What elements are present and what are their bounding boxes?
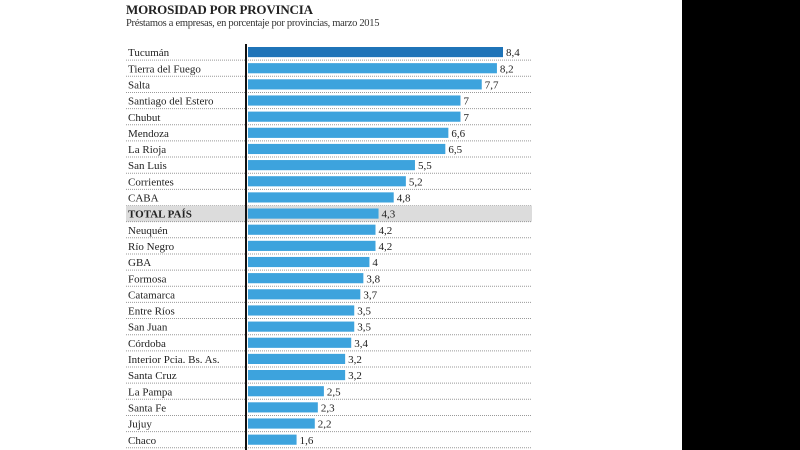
category-label: TOTAL PAÍS <box>128 209 192 221</box>
black-margin <box>682 0 800 450</box>
bar <box>248 240 376 251</box>
bar <box>248 418 315 429</box>
category-label: GBA <box>128 257 151 269</box>
category-label: Chaco <box>128 435 157 447</box>
bar <box>248 337 352 348</box>
category-label: La Pampa <box>128 386 172 398</box>
bar <box>248 176 406 187</box>
bar <box>248 289 361 300</box>
value-label: 4,2 <box>379 225 393 237</box>
value-label: 3,7 <box>363 289 377 301</box>
bar <box>248 321 355 332</box>
bar <box>248 386 324 397</box>
chart-subtitle: Préstamos a empresas, en porcentaje por … <box>126 18 380 29</box>
bar <box>248 160 415 171</box>
category-label: Catamarca <box>128 289 175 301</box>
value-label: 4,3 <box>382 209 396 221</box>
bar <box>248 305 355 316</box>
value-label: 6,5 <box>448 144 462 156</box>
category-label: San Luis <box>128 160 167 172</box>
value-label: 4,2 <box>379 241 393 253</box>
value-label: 3,2 <box>348 354 362 366</box>
bar <box>248 95 461 106</box>
bar <box>248 353 346 364</box>
category-label: Santa Fe <box>128 402 166 414</box>
value-label: 8,2 <box>500 63 514 75</box>
category-label: Formosa <box>128 273 167 285</box>
category-label: San Juan <box>128 322 168 334</box>
value-label: 3,2 <box>348 370 362 382</box>
bar <box>248 192 394 203</box>
bar <box>248 434 297 445</box>
category-label: Neuquén <box>128 225 168 237</box>
category-label: Córdoba <box>128 338 166 350</box>
value-label: 2,3 <box>321 402 335 414</box>
category-label: Santa Cruz <box>128 370 177 382</box>
value-label: 2,5 <box>327 386 341 398</box>
bar <box>248 127 449 138</box>
value-label: 5,5 <box>418 160 432 172</box>
category-label: Entre Ríos <box>128 306 175 318</box>
value-label: 3,8 <box>366 273 380 285</box>
value-label: 7,7 <box>485 79 499 91</box>
value-label: 7 <box>464 112 470 124</box>
bar-chart: Tucumán 8,4 Tierra del Fuego 8,2 Salta 7,7 San… <box>126 44 532 450</box>
value-label: 4,8 <box>397 193 411 205</box>
category-label: Tierra del Fuego <box>128 63 201 75</box>
category-label: Santiago del Estero <box>128 96 214 108</box>
category-label: Jujuy <box>128 419 152 431</box>
bar <box>248 370 346 381</box>
chart-title: MOROSIDAD POR PROVINCIA <box>126 2 313 17</box>
value-label: 3,5 <box>357 306 371 318</box>
bar <box>248 273 364 284</box>
value-label: 4 <box>372 257 378 269</box>
bar <box>248 224 376 235</box>
value-label: 5,2 <box>409 176 423 188</box>
category-label: Salta <box>128 79 150 91</box>
value-label: 7 <box>464 96 470 108</box>
category-label: La Rioja <box>128 144 166 156</box>
category-label: Mendoza <box>128 128 169 140</box>
category-label: Chubut <box>128 112 160 124</box>
bar <box>248 402 318 413</box>
bar <box>248 79 482 90</box>
bar <box>248 208 379 219</box>
category-label: Río Negro <box>128 241 175 253</box>
value-label: 3,5 <box>357 322 371 334</box>
category-label: CABA <box>128 193 159 205</box>
value-label: 6,6 <box>451 128 465 140</box>
value-label: 3,4 <box>354 338 368 350</box>
value-label: 1,6 <box>300 435 314 447</box>
bar <box>248 63 497 74</box>
value-label: 2,2 <box>318 419 332 431</box>
bar <box>248 256 370 268</box>
bar <box>248 47 503 58</box>
bar <box>248 143 446 155</box>
value-label: 8,4 <box>506 47 520 59</box>
bar <box>248 111 461 122</box>
category-label: Interior Pcia. Bs. As. <box>128 354 220 366</box>
category-label: Corrientes <box>128 176 174 188</box>
category-label: Tucumán <box>128 47 170 59</box>
